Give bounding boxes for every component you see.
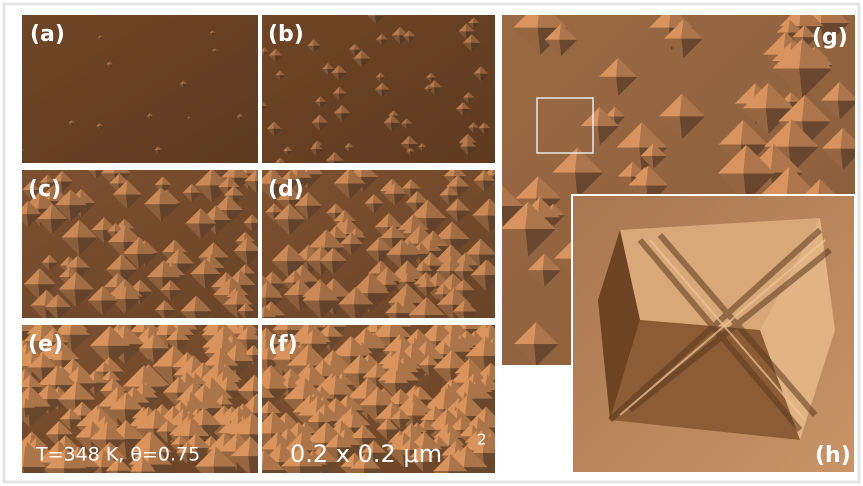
panel-label: (d) bbox=[268, 177, 304, 202]
panel-label: (e) bbox=[28, 332, 63, 357]
panel-label: (c) bbox=[28, 177, 61, 202]
inset bbox=[572, 195, 855, 473]
panel-label: (a) bbox=[30, 22, 65, 47]
panel-label: (f) bbox=[268, 332, 298, 357]
scale-text: 0.2 x 0.2 μm bbox=[290, 440, 442, 468]
panel-label: (b) bbox=[268, 22, 304, 47]
panel-label: (g) bbox=[812, 25, 848, 50]
panel-label: (h) bbox=[815, 443, 851, 468]
panels bbox=[4, 0, 863, 486]
figure: (a) (b) (c) (d) (e) (f) (g) (h) T=348 K,… bbox=[0, 0, 863, 486]
conditions: T=348 K, θ=0.75 bbox=[35, 444, 200, 466]
scale-exponent: 2 bbox=[477, 431, 487, 449]
